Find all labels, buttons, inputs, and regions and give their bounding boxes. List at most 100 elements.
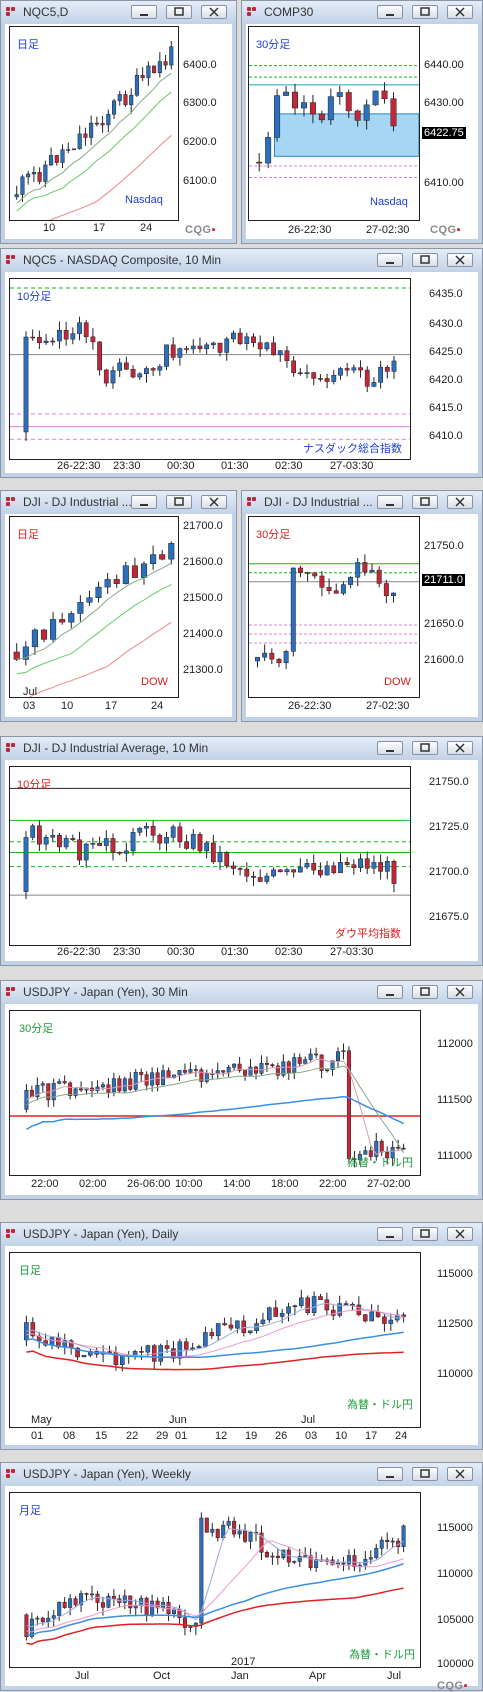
chart-window-usdjpy-30min[interactable]: USDJPY - Japan (Yen), 30 Min 30分足 為替・ドル円… bbox=[0, 980, 483, 1200]
candlestick-chart bbox=[10, 287, 410, 441]
period-label: 10分足 bbox=[17, 291, 52, 303]
maximize-button[interactable] bbox=[412, 1467, 438, 1481]
minimize-button[interactable] bbox=[131, 495, 157, 509]
price-plot[interactable] bbox=[9, 1010, 421, 1176]
y-tick: 112000 bbox=[437, 1038, 473, 1050]
maximize-button[interactable] bbox=[412, 253, 438, 267]
chart-window-usdjpy-weekly[interactable]: USDJPY - Japan (Yen), Weekly 月足 為替・ドル円 2… bbox=[0, 1462, 483, 1692]
candle-body bbox=[196, 1346, 202, 1349]
candle-body bbox=[308, 1053, 313, 1060]
candle-body bbox=[184, 348, 189, 350]
maximize-button[interactable] bbox=[412, 1227, 438, 1241]
chart-window-comp30[interactable]: COMP30 30分足 Nasdaq 6440.00 6430.00 6422.… bbox=[241, 0, 483, 244]
candle-body bbox=[183, 1341, 189, 1350]
x-tick: 01:30 bbox=[221, 460, 249, 472]
candle-body bbox=[140, 74, 145, 78]
moving-average-line bbox=[26, 1562, 404, 1637]
maximize-button[interactable] bbox=[166, 495, 192, 509]
chart-window-dji-daily[interactable]: DJI - DJ Industrial ... 日足 DOW Jul 21700… bbox=[0, 490, 237, 722]
minimize-button[interactable] bbox=[377, 253, 403, 267]
candle-body bbox=[100, 1084, 105, 1088]
price-plot[interactable] bbox=[9, 26, 179, 221]
minimize-button[interactable] bbox=[377, 741, 403, 755]
chart-window-nasdaq-10min[interactable]: NQC5 - NASDAQ Composite, 10 Min 10分足 ナスダ… bbox=[0, 248, 483, 478]
close-button[interactable] bbox=[447, 5, 473, 19]
candle-body bbox=[144, 368, 149, 375]
candle-body bbox=[23, 336, 29, 433]
candlestick-chart bbox=[13, 541, 175, 697]
title-bar[interactable]: NQC5 - NASDAQ Composite, 10 Min bbox=[1, 249, 482, 271]
app-icon bbox=[6, 497, 16, 507]
close-button[interactable] bbox=[447, 495, 473, 509]
minimize-button[interactable] bbox=[131, 5, 157, 19]
close-button[interactable] bbox=[447, 985, 473, 999]
x-tick: 03 bbox=[305, 1430, 318, 1442]
x-tick: 22:00 bbox=[319, 1178, 347, 1190]
candle-body bbox=[188, 1626, 193, 1628]
close-button[interactable] bbox=[447, 741, 473, 755]
maximize-button[interactable] bbox=[166, 5, 192, 19]
x-tick: Apr bbox=[309, 1670, 327, 1682]
price-plot[interactable] bbox=[9, 516, 179, 698]
candle-body bbox=[297, 1057, 302, 1064]
title-bar[interactable]: NQC5,D bbox=[1, 1, 236, 23]
candle-body bbox=[177, 1070, 182, 1076]
title-bar[interactable]: DJI - DJ Industrial ... bbox=[1, 491, 236, 513]
candle-body bbox=[73, 1088, 78, 1096]
candle-body bbox=[248, 1066, 253, 1076]
chart-window-usdjpy-daily[interactable]: USDJPY - Japan (Yen), Daily 日足 為替・ドル円 Ma… bbox=[0, 1222, 483, 1450]
close-button[interactable] bbox=[447, 1227, 473, 1241]
candle-body bbox=[243, 1070, 248, 1076]
price-plot[interactable] bbox=[248, 26, 420, 221]
candle-body bbox=[70, 838, 76, 841]
candle-body bbox=[270, 1064, 275, 1067]
title-bar[interactable]: DJI - DJ Industrial ... bbox=[242, 491, 482, 513]
title-bar[interactable]: USDJPY - Japan (Yen), 30 Min bbox=[1, 981, 482, 1003]
chart-window-dji-30min[interactable]: DJI - DJ Industrial ... 30分足 DOW 21750.0… bbox=[241, 490, 483, 722]
candlestick-chart bbox=[10, 787, 410, 900]
y-tick: 21700.0 bbox=[429, 866, 469, 878]
price-plot[interactable] bbox=[248, 516, 420, 698]
candle-body bbox=[139, 1351, 144, 1353]
candle-body bbox=[117, 362, 123, 371]
title-bar[interactable]: COMP30 bbox=[242, 1, 482, 23]
symbol-label: DOW bbox=[141, 676, 168, 688]
close-button[interactable] bbox=[201, 495, 227, 509]
window-title: COMP30 bbox=[264, 5, 314, 19]
price-plot[interactable] bbox=[9, 766, 411, 946]
minimize-button[interactable] bbox=[377, 495, 403, 509]
maximize-button[interactable] bbox=[412, 985, 438, 999]
title-bar[interactable]: DJI - DJ Industrial Average, 10 Min bbox=[1, 737, 482, 759]
candle-body bbox=[276, 658, 282, 664]
minimize-button[interactable] bbox=[377, 1467, 403, 1481]
candle-body bbox=[159, 554, 166, 560]
chart-window-dji-10min[interactable]: DJI - DJ Industrial Average, 10 Min 10分足… bbox=[0, 736, 483, 966]
price-plot[interactable] bbox=[9, 1492, 421, 1668]
candle-body bbox=[190, 834, 196, 849]
price-plot[interactable] bbox=[9, 1252, 421, 1428]
minimize-button[interactable] bbox=[377, 985, 403, 999]
close-button[interactable] bbox=[447, 253, 473, 267]
moving-average-line bbox=[16, 72, 172, 204]
candle-body bbox=[304, 863, 310, 868]
candle-body bbox=[273, 1307, 279, 1317]
y-tick: 21700.0 bbox=[183, 520, 223, 532]
candle-body bbox=[40, 629, 48, 640]
minimize-button[interactable] bbox=[377, 5, 403, 19]
candle-body bbox=[68, 1082, 73, 1096]
chart-window-nqc5-daily[interactable]: NQC5,D 日足 Nasdaq 6400.0 6300.0 6200.0 61… bbox=[0, 0, 237, 244]
price-plot[interactable] bbox=[9, 278, 411, 460]
candle-body bbox=[79, 1593, 84, 1606]
minimize-button[interactable] bbox=[377, 1227, 403, 1241]
maximize-button[interactable] bbox=[412, 741, 438, 755]
candle-body bbox=[374, 1548, 379, 1558]
maximize-button[interactable] bbox=[412, 495, 438, 509]
title-bar[interactable]: USDJPY - Japan (Yen), Daily bbox=[1, 1223, 482, 1245]
close-button[interactable] bbox=[447, 1467, 473, 1481]
x-tick: 01:30 bbox=[221, 946, 249, 958]
title-bar[interactable]: USDJPY - Japan (Yen), Weekly bbox=[1, 1463, 482, 1485]
y-tick: 111500 bbox=[437, 1094, 473, 1106]
y-tick: 6410.00 bbox=[424, 177, 464, 189]
maximize-button[interactable] bbox=[412, 5, 438, 19]
close-button[interactable] bbox=[201, 5, 227, 19]
